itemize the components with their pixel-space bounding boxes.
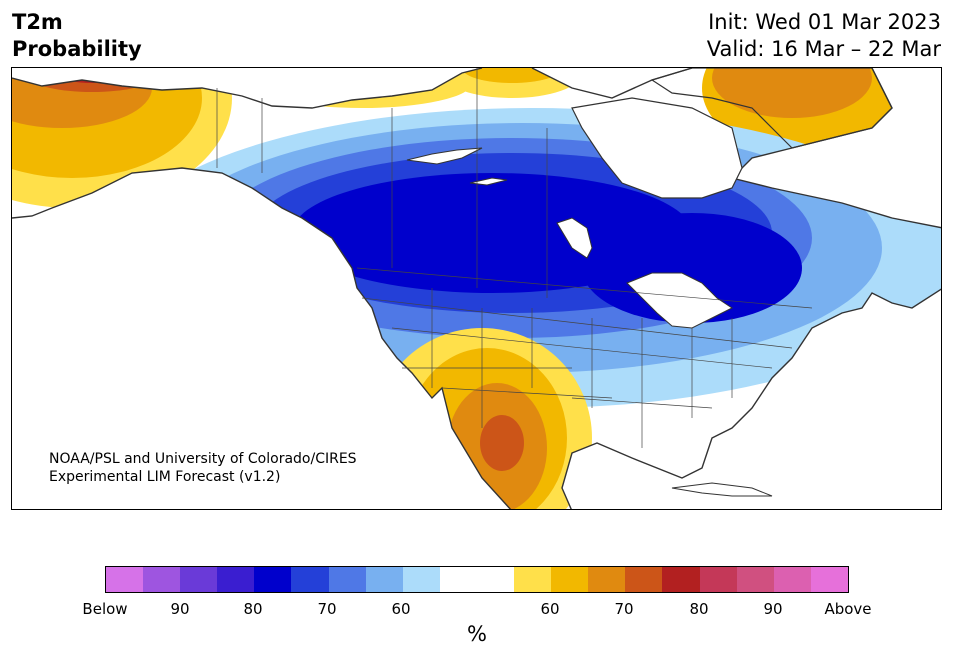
great-bear-lake bbox=[406, 147, 483, 165]
map-canvas bbox=[12, 68, 941, 509]
colorbar-tick-label: 70 bbox=[614, 600, 634, 618]
title-line-variable: T2m bbox=[12, 10, 63, 34]
colorbar-swatch bbox=[254, 567, 292, 592]
colorbar-unit: % bbox=[467, 622, 487, 646]
colorbar bbox=[105, 566, 849, 593]
lake-winnipeg bbox=[556, 217, 593, 259]
colorbar-swatch bbox=[180, 567, 218, 592]
great-lakes bbox=[626, 272, 733, 329]
credit-line-1: NOAA/PSL and University of Colorado/CIRE… bbox=[49, 451, 357, 467]
colorbar-tick-label: 90 bbox=[763, 600, 783, 618]
great-slave-lake bbox=[469, 177, 508, 186]
colorbar-swatch bbox=[625, 567, 663, 592]
colorbar-swatch bbox=[699, 567, 737, 592]
colorbar-swatch bbox=[402, 567, 440, 592]
colorbar-swatch bbox=[217, 567, 255, 592]
colorbar-swatch bbox=[588, 567, 626, 592]
colorbar-tick-label: 80 bbox=[243, 600, 263, 618]
cuba bbox=[671, 482, 773, 497]
colorbar-swatch bbox=[662, 567, 700, 592]
credit-text: NOAA/PSL and University of Colorado/CIRE… bbox=[49, 450, 357, 486]
colorbar-tick-label: 90 bbox=[170, 600, 190, 618]
title-line-metric: Probability bbox=[12, 37, 142, 61]
colorbar-swatch bbox=[810, 567, 848, 592]
coastline bbox=[12, 68, 941, 509]
political-boundaries bbox=[216, 68, 813, 448]
colorbar-tick-label: 60 bbox=[391, 600, 411, 618]
colorbar-swatch bbox=[773, 567, 811, 592]
map-title: T2m Probability bbox=[12, 9, 142, 63]
valid-range: Valid: 16 Mar – 22 Mar bbox=[706, 37, 941, 61]
colorbar-swatch bbox=[514, 567, 552, 592]
colorbar-swatch bbox=[106, 567, 144, 592]
forecast-map bbox=[11, 67, 942, 510]
hudson-bay bbox=[571, 97, 743, 199]
colorbar-swatch bbox=[476, 567, 515, 592]
colorbar-tick-label: 60 bbox=[540, 600, 560, 618]
credit-line-2: Experimental LIM Forecast (v1.2) bbox=[49, 469, 281, 485]
colorbar-tick-label: Above bbox=[824, 600, 872, 618]
colorbar-swatch bbox=[291, 567, 329, 592]
colorbar-tick-label: Below bbox=[82, 600, 128, 618]
colorbar-swatch bbox=[143, 567, 181, 592]
greenland-outline bbox=[650, 68, 893, 149]
colorbar-tick-label: 70 bbox=[317, 600, 337, 618]
colorbar-swatch bbox=[328, 567, 366, 592]
forecast-dates: Init: Wed 01 Mar 2023 Valid: 16 Mar – 22… bbox=[707, 9, 941, 63]
colorbar-swatch bbox=[439, 567, 477, 592]
colorbar-tick-label: 80 bbox=[689, 600, 709, 618]
colorbar-swatch bbox=[551, 567, 589, 592]
colorbar-swatch bbox=[365, 567, 403, 592]
colorbar-swatch bbox=[736, 567, 774, 592]
init-date: Init: Wed 01 Mar 2023 bbox=[708, 10, 941, 34]
